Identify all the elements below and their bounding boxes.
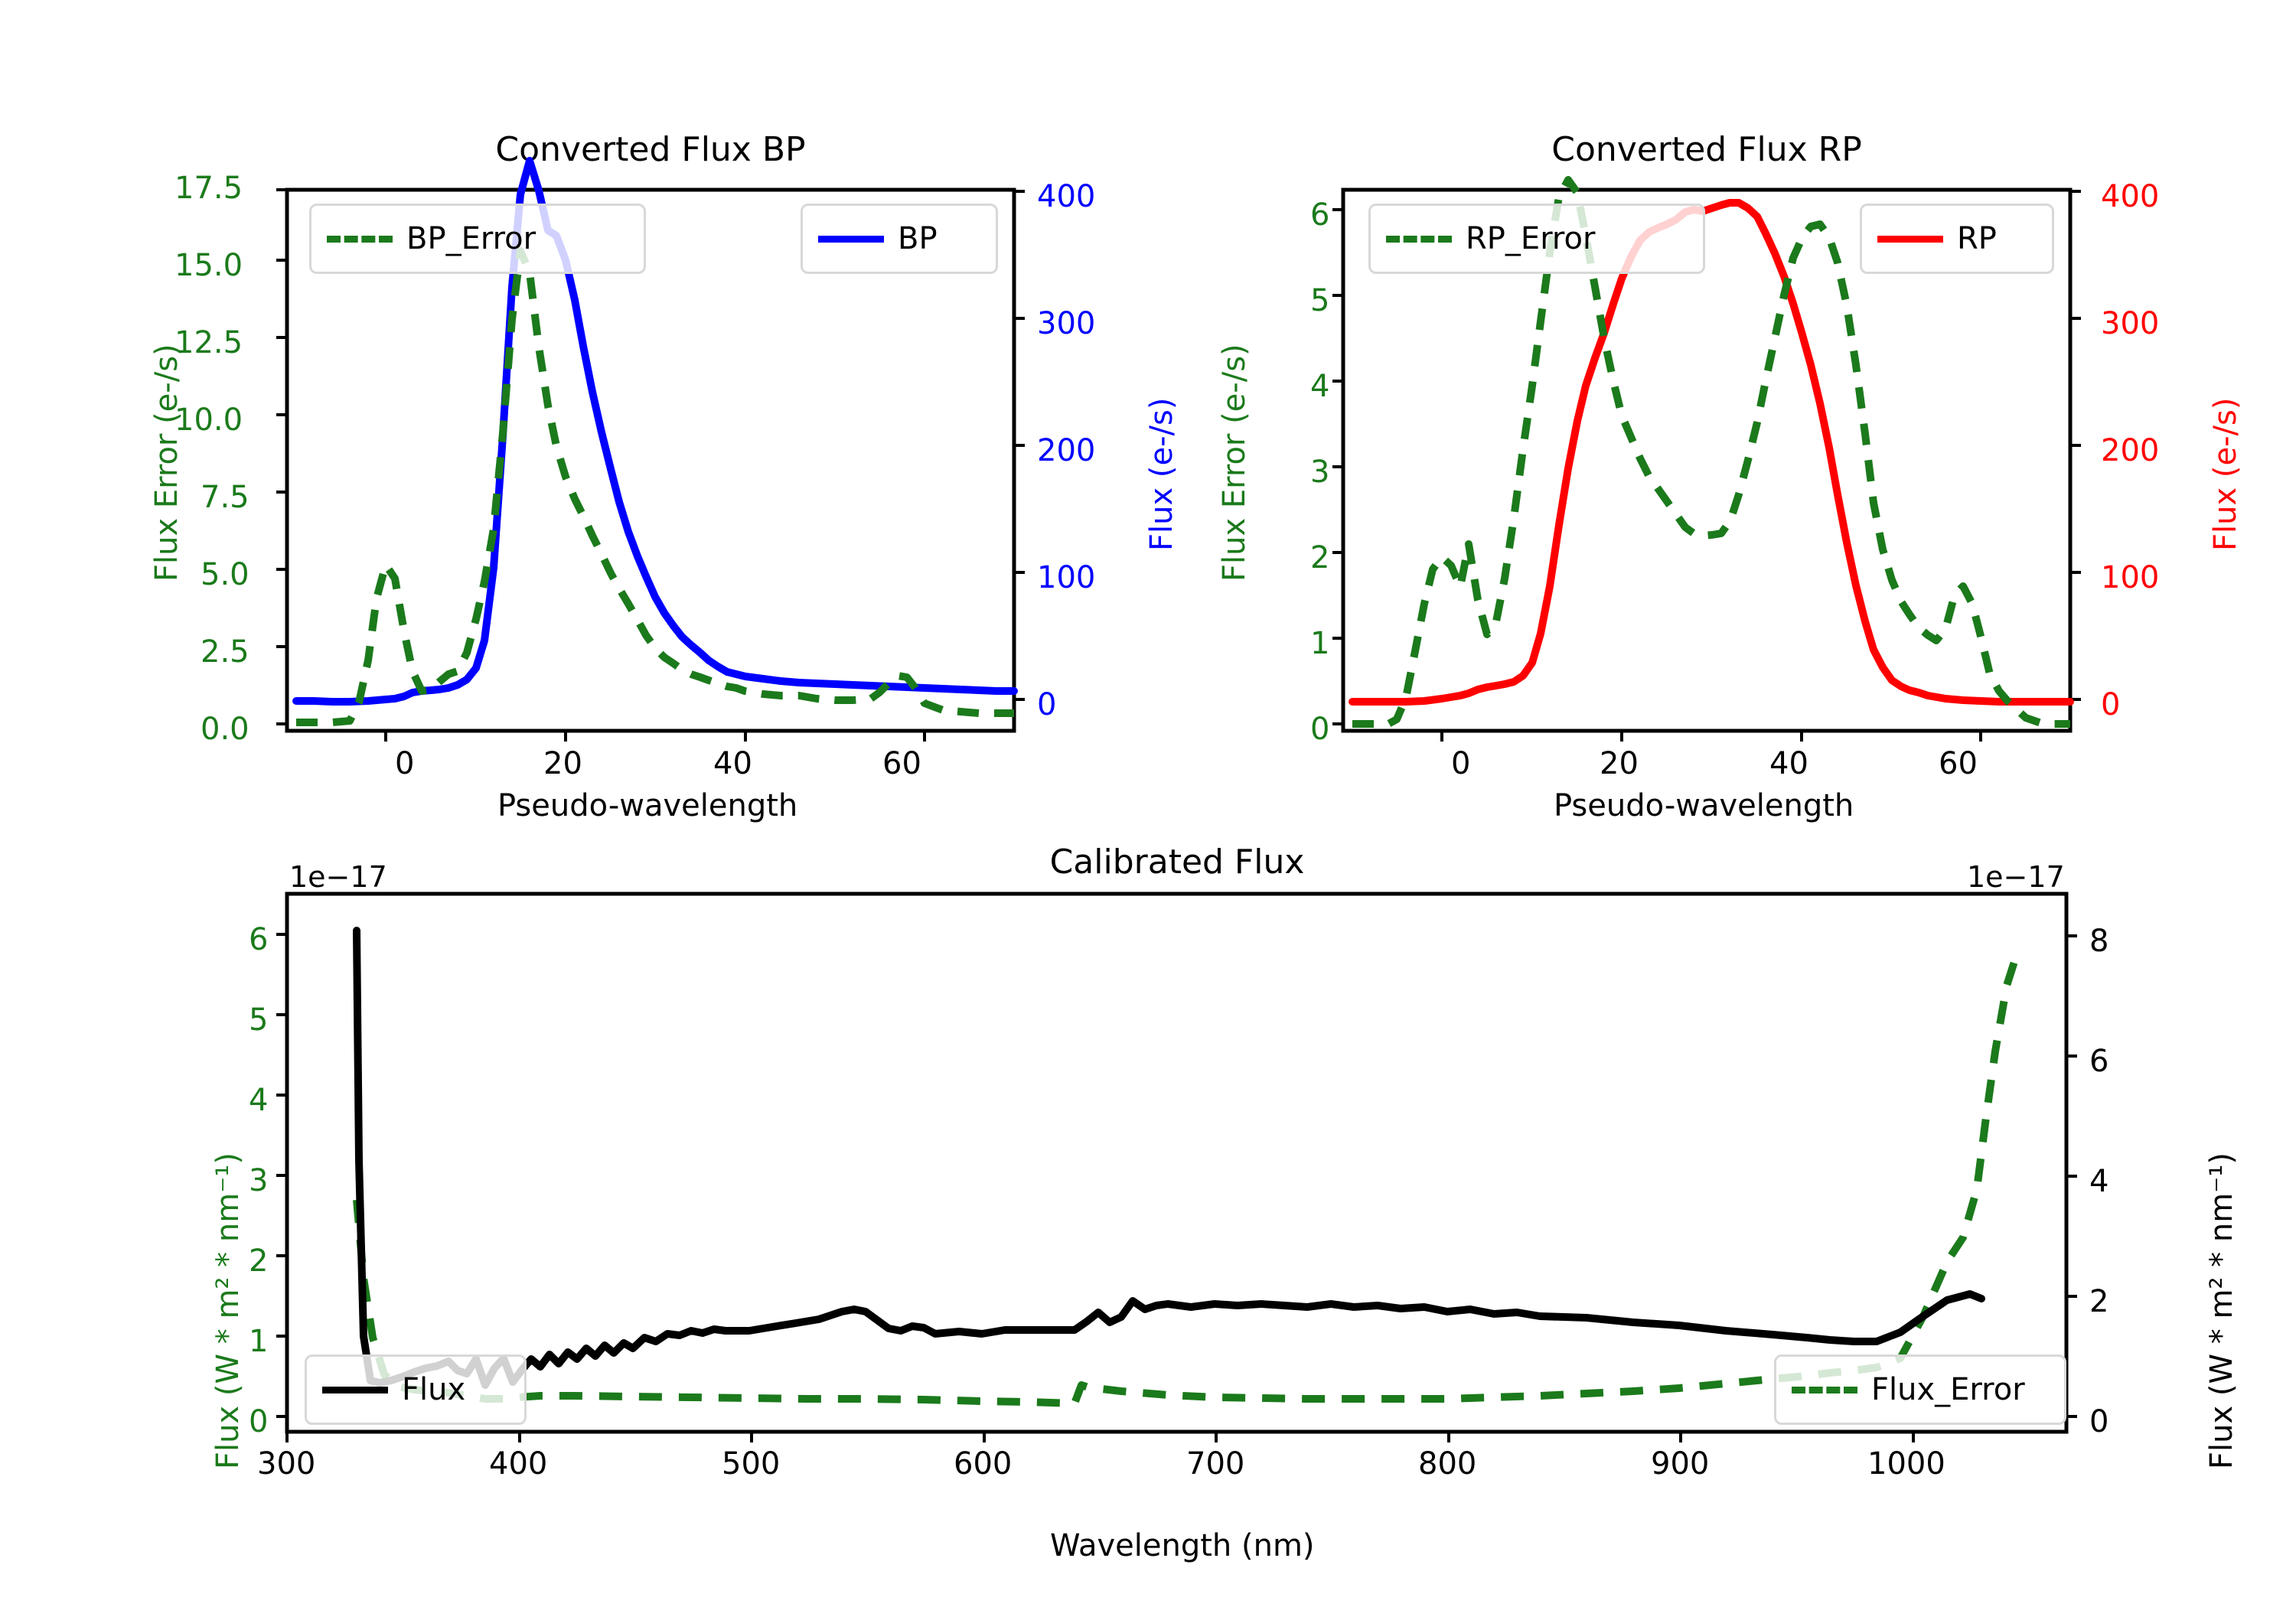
bp-ytick-left-6: 15.0 [174, 248, 243, 283]
bp-ytick-right-0: 0 [1037, 687, 1057, 722]
calibrated-flux-error-legend-swatch [1792, 1386, 1857, 1393]
bp-error-legend-swatch [327, 235, 393, 243]
calibrated-legend-flux[interactable]: Flux [305, 1354, 527, 1425]
calibrated-flux-legend-swatch [322, 1386, 388, 1393]
rp-xtick-3: 60 [1939, 746, 1978, 781]
calibrated-offset-right: 1e−17 [1967, 860, 2065, 894]
bp-title: Converted Flux BP [495, 130, 806, 169]
rp-flux-curve [1349, 199, 2074, 706]
cal-ytick-right-4: 8 [2089, 924, 2109, 959]
cal-ytick-right-0: 0 [2089, 1404, 2109, 1439]
rp-error-legend-swatch [1386, 235, 1452, 243]
cal-ytick-left-6: 6 [249, 922, 269, 957]
bp-legend-flux[interactable]: BP [801, 204, 998, 274]
panel-converted-flux-bp: Converted Flux BP Flux Error (e-/s) Flux… [0, 0, 1179, 842]
cal-xtick-7: 1000 [1867, 1446, 1945, 1482]
rp-error-curve [1352, 176, 2070, 728]
bp-ytick-left-4: 10.0 [174, 403, 243, 438]
calibrated-flux-error-legend-label: Flux_Error [1871, 1372, 2025, 1407]
cal-ytick-left-1: 1 [249, 1324, 269, 1359]
cal-ytick-right-2: 4 [2089, 1164, 2109, 1199]
rp-ytick-left-2: 2 [1310, 540, 1330, 575]
bp-ytick-left-2: 5.0 [201, 557, 249, 592]
bp-ytick-left-5: 12.5 [174, 325, 243, 360]
bp-legend-error[interactable]: BP_Error [309, 204, 646, 274]
rp-legend-flux[interactable]: RP [1860, 204, 2054, 274]
bp-ytick-right-4: 400 [1037, 179, 1096, 214]
cal-xtick-5: 800 [1418, 1446, 1477, 1482]
rp-ytick-left-6: 6 [1310, 197, 1330, 233]
cal-ytick-left-4: 4 [249, 1083, 269, 1118]
panel-calibrated-flux: Calibrated Flux 1e−17 1e−17 Flux (W * m²… [0, 842, 2296, 1607]
rp-ytick-right-3: 300 [2101, 306, 2160, 341]
rp-plot-svg [1332, 176, 2081, 742]
cal-xtick-0: 300 [257, 1446, 316, 1482]
cal-xtick-2: 500 [722, 1446, 781, 1482]
rp-ytick-left-4: 4 [1310, 369, 1330, 404]
rp-legend-swatch [1877, 235, 1943, 243]
calibrated-legend-flux-error[interactable]: Flux_Error [1774, 1354, 2066, 1425]
calibrated-flux-curve [353, 927, 1985, 1389]
rp-xtick-1: 20 [1600, 746, 1639, 781]
bp-ytick-left-0: 0.0 [201, 712, 249, 747]
rp-error-legend-label: RP_Error [1466, 221, 1596, 256]
cal-xtick-6: 900 [1651, 1446, 1710, 1482]
calibrated-flux-legend-label: Flux [402, 1372, 466, 1407]
bp-xtick-2: 40 [713, 746, 752, 781]
calibrated-xlabel: Wavelength (nm) [1050, 1528, 1315, 1563]
bp-ytick-right-2: 200 [1037, 433, 1096, 468]
calibrated-title: Calibrated Flux [1049, 843, 1305, 882]
rp-ytick-right-0: 0 [2101, 687, 2121, 722]
cal-ytick-left-5: 5 [249, 1002, 269, 1038]
cal-ytick-right-3: 6 [2089, 1044, 2109, 1079]
rp-title: Converted Flux RP [1551, 130, 1862, 169]
cal-xtick-1: 400 [489, 1446, 548, 1482]
bp-xlabel: Pseudo-wavelength [497, 788, 798, 823]
bp-error-legend-label: BP_Error [406, 221, 536, 256]
calibrated-plot-svg [276, 892, 2077, 1442]
panel-converted-flux-rp: Converted Flux RP Flux Error (e-/s) Flux… [1148, 0, 2296, 842]
bp-flux-curve [292, 157, 1018, 706]
rp-legend-label: RP [1957, 221, 1997, 256]
rp-legend-error[interactable]: RP_Error [1368, 204, 1705, 274]
bp-legend-label: BP [898, 221, 938, 256]
rp-xtick-0: 0 [1451, 746, 1471, 781]
bp-ytick-right-3: 300 [1037, 306, 1096, 341]
bp-xtick-0: 0 [395, 746, 415, 781]
bp-error-curve [296, 247, 1014, 726]
bp-xtick-1: 20 [543, 746, 582, 781]
rp-ytick-left-0: 0 [1310, 712, 1330, 747]
bp-ytick-left-7: 17.5 [174, 171, 243, 206]
rp-ytick-left-5: 5 [1310, 283, 1330, 318]
bp-ytick-left-3: 7.5 [201, 480, 249, 515]
rp-ytick-left-1: 1 [1310, 626, 1330, 661]
cal-xtick-3: 600 [954, 1446, 1013, 1482]
calibrated-offset-left: 1e−17 [289, 860, 387, 894]
bp-ytick-right-1: 100 [1037, 560, 1096, 595]
rp-ytick-right-1: 100 [2101, 560, 2160, 595]
cal-ytick-left-3: 3 [249, 1163, 269, 1198]
rp-ytick-right-4: 400 [2101, 179, 2160, 214]
rp-ytick-left-3: 3 [1310, 455, 1330, 490]
bp-plot-svg [276, 157, 1025, 742]
rp-xtick-2: 40 [1769, 746, 1808, 781]
rp-ytick-right-2: 200 [2101, 433, 2160, 468]
bp-ytick-left-1: 2.5 [201, 634, 249, 670]
bp-legend-swatch [818, 235, 884, 243]
rp-xlabel: Pseudo-wavelength [1554, 788, 1854, 823]
bp-xtick-3: 60 [882, 746, 921, 781]
cal-xtick-4: 700 [1186, 1446, 1245, 1482]
cal-ytick-right-1: 2 [2089, 1284, 2109, 1319]
cal-ytick-left-0: 0 [249, 1404, 269, 1439]
cal-ytick-left-2: 2 [249, 1244, 269, 1279]
